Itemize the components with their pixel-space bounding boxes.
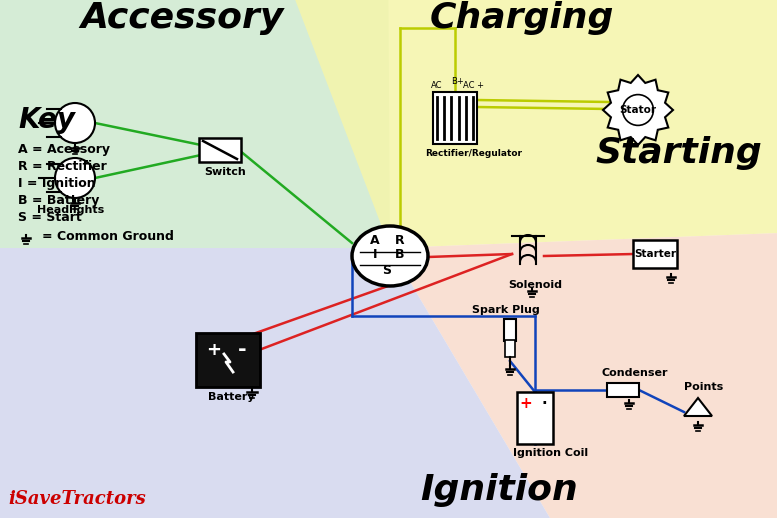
Text: AC: AC [431, 81, 442, 90]
FancyBboxPatch shape [517, 392, 553, 444]
Text: Starter: Starter [634, 249, 676, 259]
Text: Key: Key [18, 106, 75, 134]
Text: ·: · [542, 396, 547, 411]
Text: B = Battery: B = Battery [18, 194, 99, 207]
Polygon shape [295, 0, 777, 248]
Text: R = Rectifier: R = Rectifier [18, 160, 106, 173]
Text: Battery: Battery [208, 392, 255, 402]
Text: +: + [520, 396, 532, 411]
Text: Accessory: Accessory [80, 1, 284, 35]
FancyBboxPatch shape [505, 340, 515, 357]
Text: Charging: Charging [430, 1, 615, 35]
Text: Starting: Starting [595, 136, 761, 170]
FancyBboxPatch shape [607, 383, 639, 397]
Text: Headlights: Headlights [37, 205, 104, 215]
Text: Stator: Stator [619, 105, 657, 115]
Text: B: B [395, 248, 405, 261]
Circle shape [55, 158, 95, 198]
FancyBboxPatch shape [633, 240, 677, 268]
Text: Solenoid: Solenoid [508, 280, 562, 290]
Text: Points: Points [684, 382, 723, 392]
FancyBboxPatch shape [196, 333, 260, 387]
Text: A = Acessory: A = Acessory [18, 143, 110, 156]
Text: Rectifier/Regulator: Rectifier/Regulator [425, 149, 522, 158]
Polygon shape [0, 0, 390, 248]
FancyBboxPatch shape [433, 92, 477, 144]
Text: Ignition: Ignition [420, 473, 578, 507]
Text: I: I [373, 248, 378, 261]
Text: +: + [207, 341, 221, 359]
Text: B+: B+ [451, 77, 464, 86]
Polygon shape [684, 398, 712, 416]
Text: R: R [395, 234, 405, 247]
Text: iSaveTractors: iSaveTractors [8, 490, 146, 508]
Text: AC +: AC + [463, 81, 484, 90]
Text: Switch: Switch [204, 167, 246, 177]
Text: = Common Ground: = Common Ground [42, 230, 174, 243]
Text: S = Start: S = Start [18, 211, 82, 224]
Text: Condenser: Condenser [601, 368, 667, 378]
Text: A: A [370, 234, 380, 247]
Text: S: S [382, 264, 392, 277]
FancyBboxPatch shape [504, 319, 516, 341]
Polygon shape [603, 75, 673, 145]
Ellipse shape [352, 226, 428, 286]
Text: Ignition Coil: Ignition Coil [513, 448, 588, 458]
FancyBboxPatch shape [199, 138, 241, 162]
Polygon shape [0, 248, 550, 518]
Text: Spark Plug: Spark Plug [472, 305, 540, 315]
Circle shape [622, 95, 653, 125]
Circle shape [55, 103, 95, 143]
Text: I = Ignition: I = Ignition [18, 177, 96, 190]
Text: -: - [238, 340, 246, 360]
Polygon shape [390, 233, 777, 518]
